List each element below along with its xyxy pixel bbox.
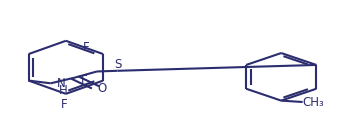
Text: CH₃: CH₃	[302, 96, 324, 109]
Text: S: S	[115, 58, 122, 71]
Text: F: F	[61, 98, 67, 111]
Text: F: F	[81, 74, 88, 87]
Text: H: H	[58, 84, 67, 97]
Text: N: N	[57, 78, 66, 90]
Text: O: O	[97, 82, 106, 95]
Text: F: F	[83, 41, 89, 54]
